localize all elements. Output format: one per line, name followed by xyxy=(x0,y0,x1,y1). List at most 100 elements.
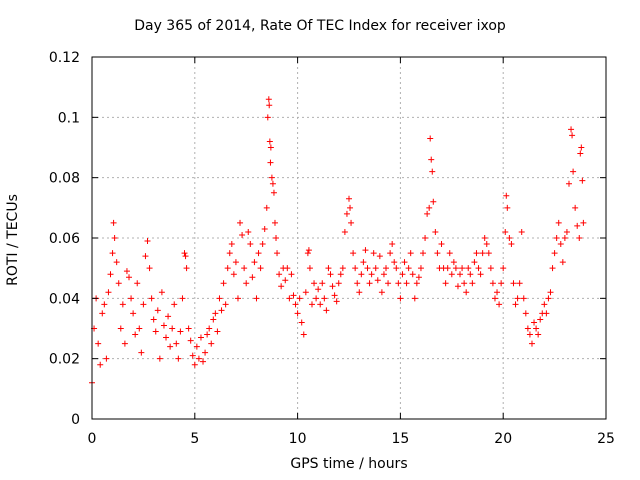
data-point xyxy=(452,265,459,272)
data-point xyxy=(123,268,130,275)
data-point xyxy=(304,250,311,257)
data-point xyxy=(220,280,227,287)
data-point xyxy=(469,280,476,287)
data-point xyxy=(508,241,515,248)
data-point xyxy=(557,241,564,248)
data-point xyxy=(348,219,355,226)
data-point xyxy=(117,325,124,332)
data-point xyxy=(308,301,315,308)
data-point xyxy=(270,189,277,196)
data-point xyxy=(329,283,336,290)
data-point xyxy=(420,250,427,257)
data-point xyxy=(561,235,568,241)
data-point xyxy=(154,307,161,314)
data-point xyxy=(136,325,143,332)
data-point xyxy=(481,235,488,241)
data-point xyxy=(426,204,433,211)
data-point xyxy=(286,295,293,302)
data-point xyxy=(415,274,422,281)
y-tick-label: 0.1 xyxy=(58,110,80,126)
data-point xyxy=(278,283,285,290)
data-point xyxy=(107,271,114,278)
data-point xyxy=(563,228,570,235)
data-point xyxy=(169,325,176,332)
data-point xyxy=(547,289,554,296)
data-point xyxy=(271,219,278,226)
data-point xyxy=(471,259,478,266)
data-point xyxy=(148,295,155,302)
data-point xyxy=(383,265,390,272)
data-point xyxy=(568,126,575,133)
data-point xyxy=(292,301,299,308)
data-point xyxy=(306,265,313,272)
y-tick-label: 0.06 xyxy=(49,231,80,247)
data-point xyxy=(284,265,291,272)
data-point xyxy=(263,204,270,211)
data-point xyxy=(182,253,189,260)
data-point xyxy=(259,241,266,248)
data-point xyxy=(565,180,572,187)
data-point xyxy=(269,180,276,187)
data-point xyxy=(241,265,248,272)
y-tick-label: 0.08 xyxy=(49,171,80,187)
data-point xyxy=(337,271,344,278)
data-point xyxy=(579,177,586,184)
data-point xyxy=(459,265,466,272)
data-points xyxy=(89,96,587,386)
data-point xyxy=(327,271,334,278)
data-point xyxy=(105,289,112,296)
data-point xyxy=(376,253,383,260)
data-point xyxy=(427,135,434,142)
data-point xyxy=(158,289,165,296)
data-point xyxy=(266,138,273,145)
data-point xyxy=(364,265,371,272)
data-point xyxy=(574,222,581,229)
data-point xyxy=(173,340,180,347)
data-point xyxy=(214,328,221,335)
data-point xyxy=(399,271,406,278)
data-point xyxy=(103,355,110,362)
data-point xyxy=(354,280,361,287)
data-point xyxy=(477,271,484,278)
data-point xyxy=(395,280,402,287)
data-point xyxy=(101,301,108,308)
data-point xyxy=(475,265,482,272)
data-point xyxy=(528,340,535,347)
data-point xyxy=(253,295,260,302)
data-point xyxy=(450,259,457,266)
data-point xyxy=(130,310,137,317)
data-point xyxy=(265,96,272,103)
data-point xyxy=(391,259,398,266)
data-point xyxy=(496,301,503,308)
data-point xyxy=(222,301,229,308)
data-point xyxy=(189,352,196,359)
data-point xyxy=(232,259,239,266)
data-point xyxy=(352,265,359,272)
data-point xyxy=(504,204,511,211)
data-point xyxy=(545,295,552,302)
data-point xyxy=(413,280,420,287)
data-point xyxy=(411,295,418,302)
x-tick-label: 25 xyxy=(597,431,615,447)
axis-ticks xyxy=(91,56,607,420)
data-point xyxy=(559,259,566,266)
data-point xyxy=(503,192,510,199)
data-point xyxy=(156,355,163,362)
data-point xyxy=(216,295,223,302)
data-point xyxy=(321,295,328,302)
data-point xyxy=(313,295,320,302)
data-point xyxy=(175,355,182,362)
data-point xyxy=(473,250,480,257)
data-point xyxy=(267,159,274,166)
data-point xyxy=(290,292,297,299)
data-point xyxy=(296,295,303,302)
data-point xyxy=(522,310,529,317)
data-point xyxy=(362,247,369,254)
data-point xyxy=(273,235,280,241)
data-point xyxy=(343,210,350,217)
data-point xyxy=(393,265,400,272)
data-point xyxy=(226,250,233,257)
data-point xyxy=(315,286,322,293)
data-point xyxy=(360,259,367,266)
